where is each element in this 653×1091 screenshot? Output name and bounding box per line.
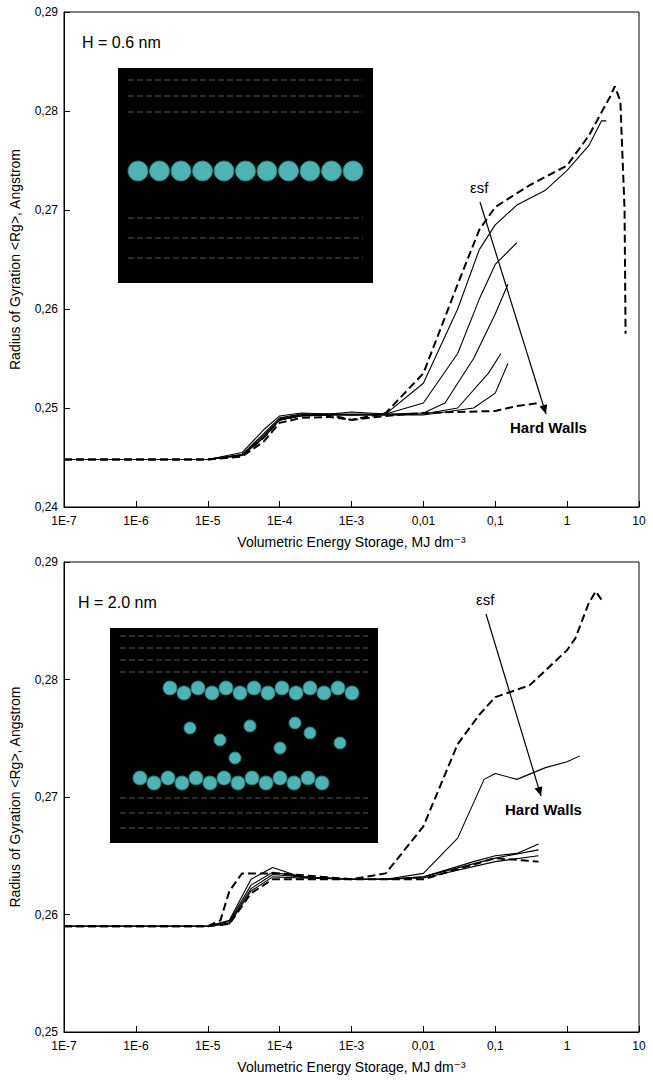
svg-text:1E-4: 1E-4 [267,1039,293,1053]
svg-text:0,27: 0,27 [35,203,59,217]
svg-text:0,24: 0,24 [35,500,59,514]
svg-text:1E-7: 1E-7 [51,514,77,528]
svg-text:1: 1 [564,514,571,528]
svg-text:1E-4: 1E-4 [267,514,293,528]
svg-text:H = 0.6 nm: H = 0.6 nm [82,34,161,51]
svg-text:Volumetric Energy Storage, MJ: Volumetric Energy Storage, MJ dm⁻³ [237,1059,466,1075]
svg-text:1E-3: 1E-3 [339,1039,365,1053]
svg-text:0,28: 0,28 [35,673,59,687]
svg-text:0,1: 0,1 [487,514,504,528]
svg-text:0,01: 0,01 [412,1039,436,1053]
svg-text:Hard Walls: Hard Walls [505,801,582,818]
svg-text:Radius of Gyration <Rg>, Angst: Radius of Gyration <Rg>, Angstrom [7,687,23,908]
svg-text:Hard Walls: Hard Walls [510,419,587,436]
svg-text:Radius of Gyration <Rg>, Angst: Radius of Gyration <Rg>, Angstrom [7,149,23,370]
svg-text:1E-7: 1E-7 [51,1039,77,1053]
svg-text:0,1: 0,1 [487,1039,504,1053]
svg-text:0,01: 0,01 [412,514,436,528]
svg-text:Volumetric Energy Storage, MJ: Volumetric Energy Storage, MJ dm⁻³ [237,534,466,550]
svg-text:0,27: 0,27 [35,790,59,804]
svg-text:0,26: 0,26 [35,302,59,316]
svg-text:0,28: 0,28 [35,104,59,118]
svg-text:1E-6: 1E-6 [123,1039,149,1053]
svg-text:10: 10 [632,1039,646,1053]
svg-text:0,26: 0,26 [35,908,59,922]
svg-text:1E-5: 1E-5 [195,514,221,528]
svg-text:H = 2.0 nm: H = 2.0 nm [78,594,157,611]
svg-text:10: 10 [632,514,646,528]
svg-text:1: 1 [564,1039,571,1053]
svg-text:0,29: 0,29 [35,5,59,19]
svg-text:1E-5: 1E-5 [195,1039,221,1053]
svg-text:1E-6: 1E-6 [123,514,149,528]
svg-text:εsf: εsf [476,591,495,608]
svg-text:0,25: 0,25 [35,1025,59,1039]
svg-text:0,25: 0,25 [35,401,59,415]
svg-text:1E-3: 1E-3 [339,514,365,528]
svg-text:εsf: εsf [470,179,489,196]
svg-text:0,29: 0,29 [35,555,59,569]
